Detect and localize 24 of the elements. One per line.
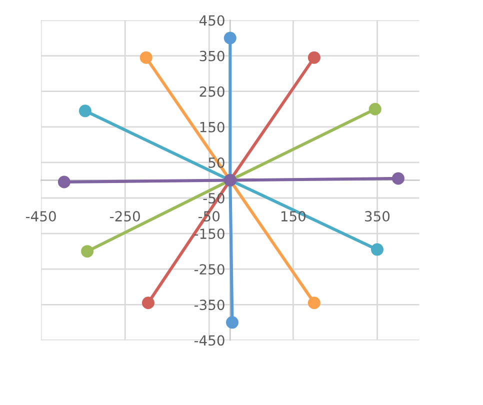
- point: [224, 32, 236, 44]
- point: [370, 243, 384, 256]
- point: [142, 296, 154, 310]
- y-tick-label: -450: [194, 335, 224, 346]
- point: [308, 51, 320, 64]
- y-tick-label: -350: [194, 300, 224, 310]
- x-tick-label: -250: [110, 211, 140, 222]
- x-tick-label: 350: [365, 211, 390, 222]
- y-tick-label: 150: [200, 122, 224, 132]
- x-tick-label: -450: [26, 211, 56, 222]
- x-tick-label: 150: [281, 211, 306, 222]
- y-tick-label: -250: [194, 264, 224, 275]
- point: [58, 176, 70, 188]
- point: [226, 316, 238, 329]
- y-tick-label: 250: [200, 86, 224, 97]
- y-tick-label: -150: [194, 228, 224, 240]
- point: [368, 102, 382, 116]
- point: [78, 104, 92, 118]
- point: [140, 51, 152, 64]
- y-tick-label: 450: [199, 15, 224, 26]
- y-tick-label: 350: [200, 50, 224, 62]
- point: [308, 296, 320, 310]
- point: [392, 172, 404, 185]
- point: [81, 245, 94, 258]
